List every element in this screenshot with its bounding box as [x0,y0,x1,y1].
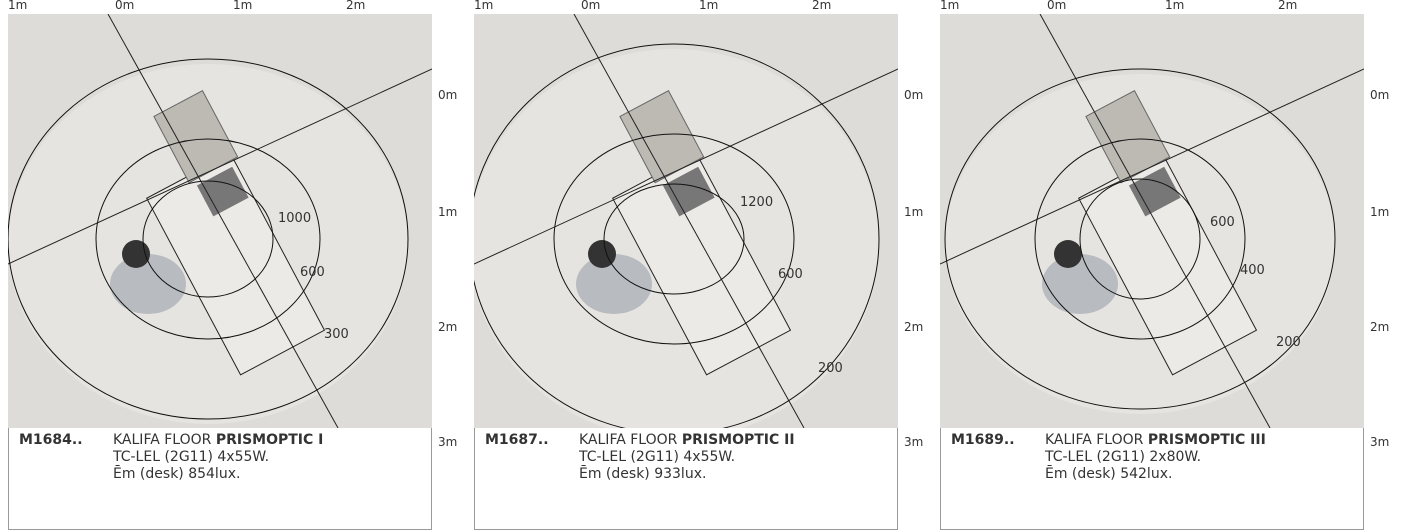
contour-label: 200 [818,361,843,376]
isolux-contour [944,68,1336,410]
contour-label: 400 [1240,263,1265,278]
right-axis-label: 0m [904,88,924,102]
grid-axis [8,68,432,265]
person [110,254,186,314]
model-code: M1684.. [19,432,83,448]
product-name: KALIFA FLOOR [1045,432,1144,448]
right-axis-label: 2m [1370,320,1390,334]
caption: M1687.. KALIFA FLOOR PRISMOPTIC II TC-LEL … [474,428,898,530]
top-axis-label: 2m [346,0,366,12]
panel: 1m 0m 1m 2m 0m 1m 2m 3m 1000 600 300 M1684.. KALIFA … [0,0,466,530]
grid-axis [107,14,339,428]
lamp-spec: TC-LEL (2G11) 4x55W. [113,449,270,465]
mean-illuminance: Ēm (desk) 933lux. [579,466,707,482]
contour-label: 600 [1210,215,1235,230]
right-axis-label: 3m [438,435,458,449]
right-axis-label: 0m [1370,88,1390,102]
contour-label: 300 [324,327,349,342]
description: KALIFA FLOOR PRISMOPTIC III TC-LEL (2G11)… [1045,432,1266,483]
product-line: KALIFA FLOOR PRISMOPTIC III [1045,432,1266,449]
laptop [196,166,249,217]
isolux-image: 600 400 200 [940,14,1364,428]
grid-axis [1039,14,1271,428]
isolux-contour [1079,178,1201,300]
product-line: KALIFA FLOOR PRISMOPTIC I [113,432,323,449]
contour-label: 1000 [278,211,311,226]
top-axis-label: 1m [699,0,719,12]
top-axis-label: 1m [1165,0,1185,12]
top-axis-label: 1m [233,0,253,12]
contour-label: 1200 [740,195,773,210]
isolux-contour [95,138,321,340]
lamp-spec: TC-LEL (2G11) 2x80W. [1045,449,1202,465]
description: KALIFA FLOOR PRISMOPTIC II TC-LEL (2G11) … [579,432,795,483]
top-axis-label: 1m [474,0,494,12]
person-head [1054,240,1082,268]
top-axis-label: 1m [940,0,960,12]
right-axis-label: 2m [438,320,458,334]
isolux-contour [474,43,880,428]
product-name: KALIFA FLOOR [113,432,212,448]
model-code: M1687.. [485,432,549,448]
top-axis-label: 0m [115,0,135,12]
isolux-contour [603,183,745,295]
contour-label: 600 [778,267,803,282]
top-axis-label: 0m [1047,0,1067,12]
model-code: M1689.. [951,432,1015,448]
panel: 1m 0m 1m 2m 0m 1m 2m 3m 1200 600 200 M1687.. KALIFA … [466,0,932,530]
top-axis-label: 1m [8,0,28,12]
right-axis-label: 1m [904,205,924,219]
person-head [588,240,616,268]
panel: 1m 0m 1m 2m 0m 1m 2m 3m 600 400 200 M1689.. KALIFA F… [932,0,1398,530]
isolux-contour [142,180,274,298]
caption: M1689.. KALIFA FLOOR PRISMOPTIC III TC-LEL… [940,428,1364,530]
laptop [662,166,715,217]
contour-label: 200 [1276,335,1301,350]
lamp-spec: TC-LEL (2G11) 4x55W. [579,449,736,465]
right-axis-label: 0m [438,88,458,102]
caption: M1684.. KALIFA FLOOR PRISMOPTIC I TC-LEL (… [8,428,432,530]
isolux-image: 1200 600 200 [474,14,898,428]
product-variant: PRISMOPTIC III [1147,432,1266,448]
isolux-contour [1034,138,1246,340]
right-axis-label: 1m [1370,205,1390,219]
grid-axis [940,68,1364,265]
isolux-contour [553,133,795,345]
right-axis-label: 3m [904,435,924,449]
right-axis-label: 3m [1370,435,1390,449]
person [1042,254,1118,314]
grid-axis [573,14,805,428]
top-axis-label: 2m [812,0,832,12]
grid-axis [474,68,898,265]
mean-illuminance: Ēm (desk) 854lux. [113,466,241,482]
product-variant: PRISMOPTIC II [681,432,795,448]
mean-illuminance: Ēm (desk) 542lux. [1045,466,1173,482]
contour-label: 600 [300,265,325,280]
product-line: KALIFA FLOOR PRISMOPTIC II [579,432,795,449]
top-axis-label: 0m [581,0,601,12]
product-name: KALIFA FLOOR [579,432,678,448]
description: KALIFA FLOOR PRISMOPTIC I TC-LEL (2G11) 4… [113,432,323,483]
person [576,254,652,314]
product-variant: PRISMOPTIC I [215,432,324,448]
right-axis-label: 2m [904,320,924,334]
top-axis-label: 2m [1278,0,1298,12]
right-axis-label: 1m [438,205,458,219]
isolux-image: 1000 600 300 [8,14,432,428]
person-head [122,240,150,268]
isolux-contour [8,58,409,420]
